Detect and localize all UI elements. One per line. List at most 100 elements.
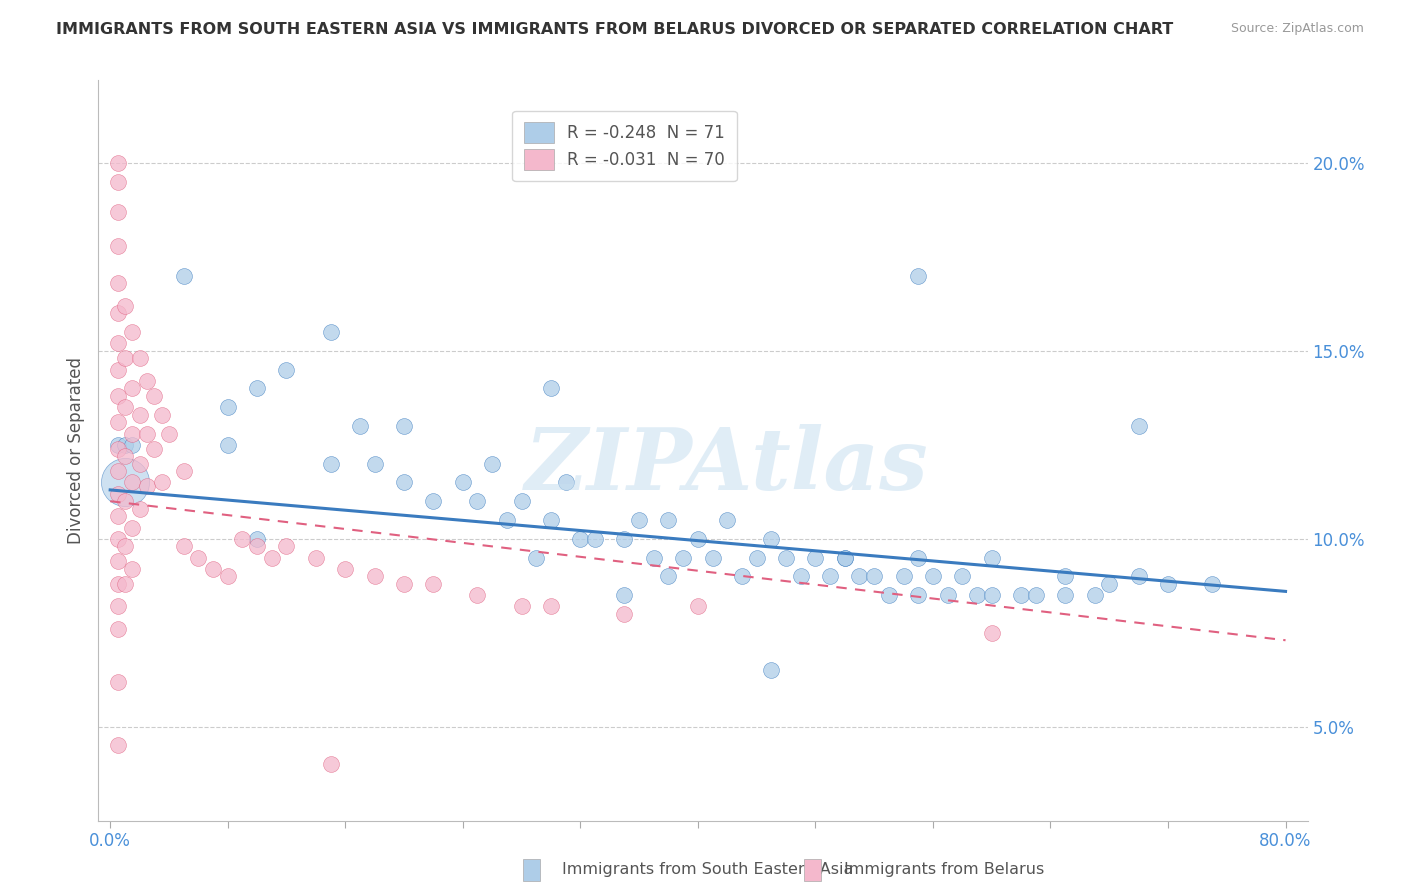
Point [114,438,136,452]
Point [1054,569,1077,583]
Point [363,457,385,471]
Point [966,588,988,602]
Point [114,299,136,313]
Point [128,501,150,516]
Legend: R = -0.248  N = 71, R = -0.031  N = 70: R = -0.248 N = 71, R = -0.031 N = 70 [512,111,737,181]
Point [107,577,129,591]
Point [217,438,239,452]
Point [150,408,173,422]
Point [451,475,474,490]
Point [392,419,415,434]
Point [907,550,929,565]
Point [246,532,269,546]
Point [1054,588,1077,602]
Point [1157,577,1180,591]
Point [143,442,166,456]
Point [422,494,444,508]
Point [349,419,371,434]
Point [657,513,679,527]
Point [789,569,811,583]
Point [128,408,150,422]
Point [114,401,136,415]
Point [128,351,150,366]
Point [107,238,129,252]
Point [107,486,129,500]
Point [114,494,136,508]
Point [731,569,754,583]
Point [907,588,929,602]
Point [121,426,143,441]
Text: IMMIGRANTS FROM SOUTH EASTERN ASIA VS IMMIGRANTS FROM BELARUS DIVORCED OR SEPARA: IMMIGRANTS FROM SOUTH EASTERN ASIA VS IM… [56,22,1174,37]
Point [554,475,576,490]
Point [481,457,503,471]
Point [121,520,143,534]
Point [107,438,129,452]
Point [761,532,783,546]
Point [980,625,1002,640]
Point [107,509,129,524]
Point [135,479,157,493]
Point [121,475,143,490]
Point [834,550,856,565]
Point [392,475,415,490]
Point [135,374,157,388]
Point [540,513,562,527]
Point [260,550,283,565]
Point [686,532,709,546]
Point [107,532,129,546]
Point [893,569,915,583]
Point [114,539,136,553]
Point [150,475,173,490]
Point [613,532,636,546]
Point [121,562,143,576]
Point [107,156,129,170]
Point [173,268,195,283]
Point [121,438,143,452]
Point [114,577,136,591]
Point [305,550,328,565]
Point [1128,419,1150,434]
Point [121,381,143,395]
Point [613,607,636,621]
Point [392,577,415,591]
Point [818,569,841,583]
Point [173,539,195,553]
Point [114,449,136,463]
Point [107,306,129,320]
Point [540,599,562,614]
Point [702,550,724,565]
Point [1083,588,1105,602]
Point [107,739,129,753]
Point [107,442,129,456]
Point [761,663,783,677]
Point [1128,569,1150,583]
Point [202,562,225,576]
Point [716,513,738,527]
Point [1201,577,1223,591]
Point [217,569,239,583]
Point [980,588,1002,602]
Point [686,599,709,614]
Point [128,457,150,471]
Point [950,569,973,583]
Text: Immigrants from Belarus: Immigrants from Belarus [844,863,1043,877]
Point [643,550,665,565]
Point [319,325,342,339]
Point [804,550,827,565]
Point [467,588,489,602]
Point [980,550,1002,565]
Text: Source: ZipAtlas.com: Source: ZipAtlas.com [1230,22,1364,36]
Point [510,494,533,508]
Point [319,457,342,471]
Point [1010,588,1032,602]
Point [628,513,651,527]
Point [936,588,959,602]
Point [510,599,533,614]
Point [745,550,768,565]
Point [107,599,129,614]
Point [107,389,129,403]
Point [246,539,269,553]
Point [907,268,929,283]
Point [107,464,129,478]
Point [569,532,592,546]
